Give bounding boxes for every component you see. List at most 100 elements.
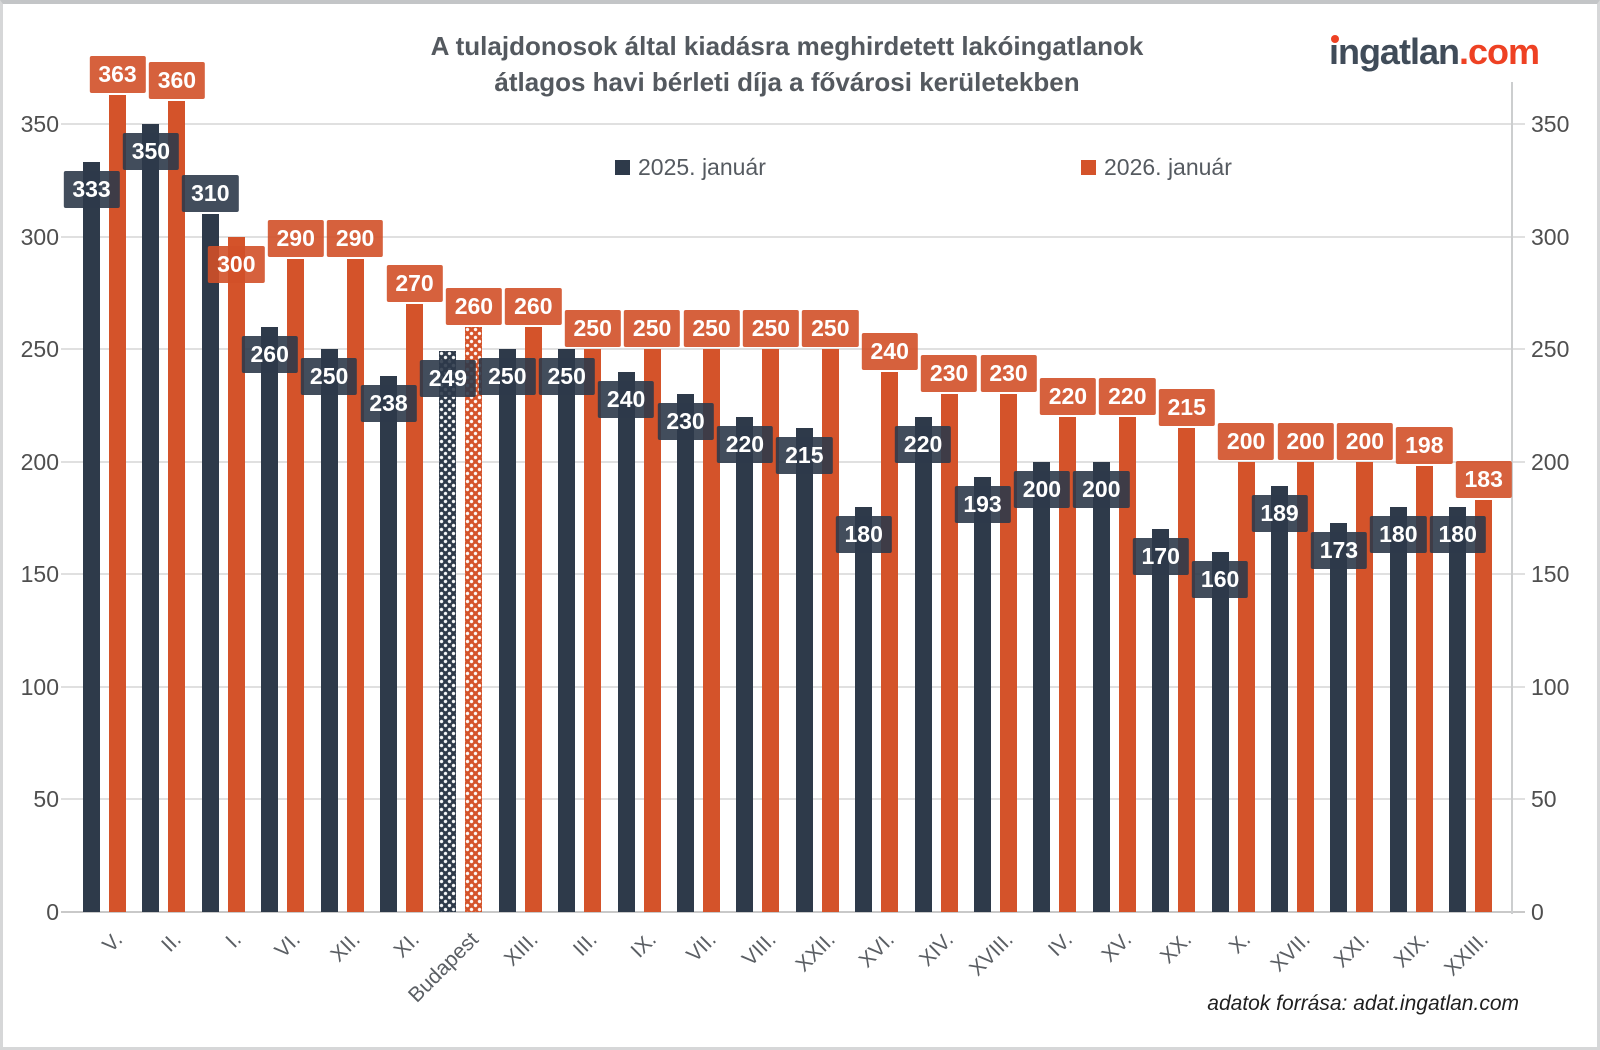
x-tick-label-II.: II. [157,928,187,957]
bar-2026-Budapest [465,327,483,912]
gridline-300 [61,235,1525,238]
value-label-2026-IV.: 220 [1039,377,1097,415]
logo-suffix: .com [1458,31,1540,72]
bar-2025-IV. [1033,462,1051,912]
bar-2025-XIX. [1389,507,1407,912]
x-tick-label-VI.: VI. [270,928,305,963]
x-tick-label-XXIII.: XXIII. [1440,928,1493,981]
value-label-2025-XIV.: 220 [894,425,952,463]
bar-2025-XVI. [855,507,873,912]
bar-2025-XV. [1092,462,1110,912]
value-label-2026-XXI.: 200 [1336,422,1394,460]
value-label-2025-Budapest: 249 [419,360,477,398]
x-tick-label-XI.: XI. [389,928,424,963]
value-label-2025-XI.: 238 [360,385,417,423]
x-tick-label-XVI.: XVI. [854,928,899,973]
data-source-note: adatok forrása: adat.ingatlan.com [1207,992,1519,1015]
x-tick-label-VII.: VII. [682,928,721,967]
bar-2026-XVIII. [1000,394,1017,912]
bar-2025-I. [201,214,219,912]
bar-2025-XI. [380,376,397,912]
y-tick-label-right: 350 [1531,111,1570,137]
bar-2025-Budapest [439,351,457,912]
x-tick-label-IV.: IV. [1044,928,1078,962]
value-label-2025-II.: 350 [122,133,180,170]
value-label-2026-V.: 363 [89,55,146,93]
value-label-2025-X.: 160 [1191,560,1249,598]
bar-2026-IV. [1059,417,1077,912]
x-tick-label-IX.: IX. [626,928,662,963]
value-label-2025-XIII.: 250 [479,358,536,396]
ingatlan-logo: ingatlan.com [1328,31,1540,73]
y-tick-label-right: 200 [1531,448,1570,475]
gridline-50 [61,798,1525,801]
x-tick-label-X.: X. [1225,928,1256,959]
bar-2025-III. [558,349,576,912]
x-tick-label-XII.: XII. [325,928,365,967]
x-tick-label-XVIII.: XVIII. [965,928,1018,981]
bar-2026-XIII. [524,327,542,912]
legend-item-2025: 2025. január [615,154,766,180]
x-tick-label-XXII.: XXII. [791,928,840,977]
value-label-2026-III.: 250 [564,310,621,348]
bar-2026-XXII. [821,349,839,912]
x-tick-label-XIV.: XIV. [915,928,959,971]
bar-2026-XXI. [1356,462,1374,912]
value-label-2026-IX.: 250 [623,310,681,348]
value-label-2025-XV.: 200 [1073,470,1130,508]
bar-2026-VII. [703,349,720,912]
logo-text: ingatlan [1328,31,1460,72]
gridline-250 [61,348,1525,351]
value-label-2026-VIII.: 250 [742,310,800,348]
bar-2025-XX. [1152,529,1170,912]
bar-2025-VIII. [736,417,754,912]
bar-2026-XXIII. [1475,500,1493,912]
y-tick-label-right: 100 [1531,673,1570,700]
value-label-2026-XXII.: 250 [802,310,859,348]
value-label-2026-XV.: 220 [1099,377,1156,415]
legend-label-2025: 2025. január [638,153,766,180]
value-label-2025-VIII.: 220 [716,425,774,463]
bar-2025-VI. [261,327,279,912]
gridline-0 [61,911,1525,913]
y-tick-label-left: 200 [20,448,59,475]
value-label-2025-XII.: 250 [300,358,358,396]
x-tick-label-VIII.: VIII. [737,928,781,971]
x-tick-label-XV.: XV. [1097,928,1137,967]
value-label-2026-XXIII.: 183 [1455,460,1512,498]
legend-swatch-2026 [1081,159,1096,175]
y-tick-label-left: 0 [46,899,59,925]
bar-2025-XXI. [1330,523,1348,912]
bar-2026-VI. [287,259,305,912]
value-label-2025-XXII.: 215 [776,436,833,474]
bar-2026-XIV. [940,394,958,912]
x-tick-label-XXI.: XXI. [1329,928,1375,973]
bar-2025-IX. [617,372,635,912]
bar-2025-XII. [320,349,338,912]
value-label-2026-XII.: 290 [326,220,384,258]
value-label-2026-XIII.: 260 [505,287,562,325]
bar-2025-VII. [677,394,694,912]
x-tick-label-III.: III. [569,928,602,961]
value-label-2025-V.: 333 [63,171,120,209]
bar-2026-IX. [643,349,661,912]
y-tick-label-left: 150 [20,561,59,588]
bar-2025-XVII. [1271,486,1288,912]
value-label-2026-XVIII.: 230 [980,355,1037,393]
x-tick-label-XIII.: XIII. [499,928,543,971]
bar-2025-X. [1211,552,1229,912]
value-label-2025-IX.: 240 [597,380,655,418]
value-label-2025-XVII.: 189 [1251,495,1308,533]
bar-2026-XI. [406,304,423,912]
y-tick-label-left: 50 [33,786,59,813]
legend-label-2026: 2026. január [1104,153,1232,180]
value-label-2025-XXI.: 173 [1310,531,1368,569]
y-tick-label-left: 250 [20,336,59,363]
value-label-2026-XVII.: 200 [1277,422,1334,460]
bar-2025-XXIII. [1449,507,1467,912]
y-tick-label-left: 300 [20,223,59,250]
legend-swatch-2025 [615,159,630,175]
bar-2026-II. [168,101,186,912]
gridline-150 [61,573,1525,576]
bar-2025-II. [142,124,160,912]
